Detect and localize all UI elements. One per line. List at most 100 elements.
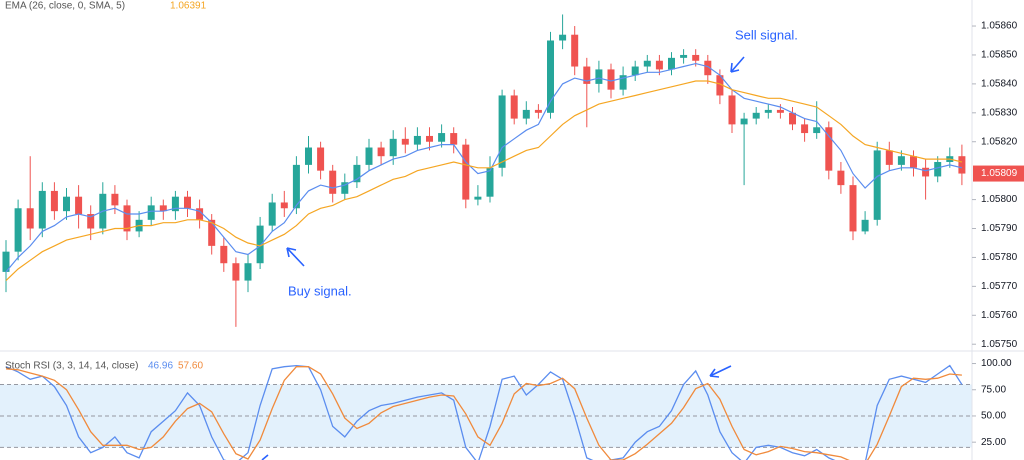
candle-body [716,75,724,96]
candle-body [571,34,579,67]
candle-body [692,54,700,61]
candle-body [268,202,276,226]
candle-body [910,156,917,168]
price-label: 1.05809 [981,168,1018,179]
candle-body [426,135,433,142]
candle-body [14,208,22,252]
y-tick-label: 50.00 [981,411,1006,422]
stoch-legend-value: 57.60 [178,361,203,372]
candle-body [643,60,651,67]
candle-body [704,60,712,76]
candle-body [26,208,34,229]
price-label-box [973,165,1024,182]
candle-body [38,190,46,229]
candle-body [438,133,446,142]
candle-body [147,205,155,220]
stoch-legend-value: 46.96 [148,361,173,372]
candle-body [353,164,361,183]
candle-body [776,109,784,113]
price-axis: 1.05860 1.05850 1.05840 1.05830 1.05820 1.058… [972,21,1024,448]
candle-body [559,34,567,41]
candle-body [934,161,942,177]
candle-body [329,170,337,194]
candle-body [341,182,349,194]
candle-body [958,156,966,174]
y-tick-label: 1.05830 [981,107,1018,118]
candle-body [728,95,736,125]
candle-body [885,150,893,165]
y-tick-label: 1.05840 [981,79,1018,90]
candle-body [171,196,179,212]
candle-body [462,144,470,200]
y-tick-label: 25.00 [981,437,1006,448]
candle-body [63,196,70,212]
buy-arrow [286,247,305,267]
candle-body [534,109,542,113]
annotation: Buy signal. [288,283,352,298]
candle-body [111,193,119,206]
candle-body [522,109,530,119]
candle-body [668,57,675,70]
y-tick-label: 1.05770 [981,281,1018,292]
candle-body [607,69,615,90]
candle-body [87,214,95,229]
legend-text: EMA (26, close, 0, SMA, 5) [5,1,125,12]
y-tick-label: 1.05780 [981,252,1018,263]
stoch-arrow [261,454,269,460]
y-tick-label: 75.00 [981,384,1006,395]
candle-body [292,164,300,209]
candle-body [50,190,58,212]
candle-body [861,219,869,232]
candle-body [789,112,796,125]
candle-body [389,138,397,157]
candle-body [825,127,833,171]
candle-body [184,196,191,209]
candle-body [377,147,385,157]
y-tick-label: 1.05860 [981,21,1018,32]
stoch-line [5,366,962,460]
candle-body [897,156,905,165]
legend-value: 1.06391 [170,1,207,12]
candle-body [474,196,482,200]
price-pane [2,14,966,327]
y-tick-label: 1.05820 [981,136,1018,147]
candle-body [764,109,772,113]
candle-body [849,185,857,232]
candle-body [801,124,809,134]
candle-body [2,251,10,272]
stoch-title: Stoch RSI (3, 3, 14, 14, close) [5,361,138,372]
candle-body [75,196,83,215]
candle-body [123,205,131,232]
candle-body [401,138,409,145]
candle-body [873,150,881,220]
candle-body [232,263,240,281]
candle-body [280,202,288,209]
y-tick-label: 1.05790 [981,223,1018,234]
candle-body [317,147,325,171]
candle-body [159,205,167,212]
candle-body [547,40,554,113]
y-tick-label: 1.05800 [981,194,1018,205]
candle-body [450,133,458,145]
candle-body [413,135,421,145]
annotation: Sell signal. [735,27,798,42]
candle-body [498,95,506,168]
ema-line [5,62,963,273]
y-tick-label: 1.05850 [981,50,1018,61]
candle-body [922,167,930,177]
candle-body [208,219,216,246]
candle-body [595,69,603,84]
candle-body [583,66,591,84]
stoch-line [5,364,963,460]
candle-body [655,60,663,70]
candle-body [631,66,639,76]
arrows [261,56,745,460]
candle-body [510,95,518,119]
y-tick-label: 100.00 [981,358,1012,369]
ema-line [5,80,963,282]
candle-body [256,225,264,264]
stoch-arrow [709,365,732,378]
candle-body [813,127,821,134]
